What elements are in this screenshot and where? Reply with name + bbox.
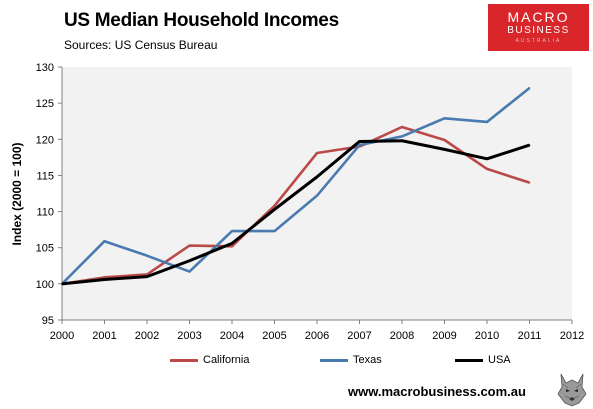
data-point-usa — [358, 140, 361, 143]
data-point-texas — [188, 270, 191, 273]
x-tick-label: 2007 — [347, 330, 371, 342]
data-point-california — [188, 244, 191, 247]
data-point-usa — [103, 278, 106, 281]
data-point-usa — [528, 144, 531, 146]
x-tick-label: 2000 — [50, 330, 74, 342]
logo-text-macro: MACRO — [507, 9, 570, 25]
y-tick-label: 105 — [36, 243, 54, 255]
y-axis-label: Index (2000 = 100) — [10, 142, 24, 245]
footer-url: www.macrobusiness.com.au — [348, 384, 526, 399]
data-point-california — [273, 204, 276, 207]
logo-text-business: BUSINESS — [507, 25, 570, 36]
data-point-texas — [358, 144, 361, 146]
data-point-usa — [401, 139, 403, 142]
y-tick-label: 130 — [36, 62, 54, 74]
plot-area — [62, 67, 572, 320]
x-tick-label: 2012 — [560, 330, 584, 342]
data-point-usa — [61, 283, 63, 285]
x-tick-label: 2002 — [135, 330, 159, 342]
data-point-texas — [443, 117, 446, 120]
series-line-usa — [61, 139, 530, 286]
chart-title: US Median Household Incomes — [64, 10, 339, 31]
chart-subtitle: Sources: US Census Bureau — [64, 38, 218, 52]
y-tick-label: 95 — [42, 315, 54, 327]
macrobusiness-logo: MACRO BUSINESS AUSTRALIA — [488, 4, 589, 51]
data-point-usa — [486, 158, 488, 160]
x-tick-label: 2011 — [518, 330, 542, 342]
data-point-california — [316, 152, 318, 154]
series-line-california — [61, 125, 530, 286]
data-point-usa — [146, 275, 148, 278]
x-tick-label: 2010 — [475, 330, 499, 342]
legend-label: Texas — [353, 354, 382, 366]
y-tick-label: 120 — [36, 134, 54, 146]
y-tick-label: 125 — [36, 98, 54, 110]
data-point-texas — [316, 194, 318, 197]
data-point-usa — [231, 242, 233, 245]
data-point-texas — [103, 240, 106, 243]
data-point-usa — [188, 259, 191, 262]
x-tick-label: 2009 — [432, 330, 456, 342]
y-tick-label: 110 — [36, 207, 54, 219]
legend-label: USA — [488, 354, 511, 366]
legend-item-california: California — [170, 354, 249, 366]
logo-text-australia: AUSTRALIA — [515, 38, 562, 44]
data-point-texas — [231, 230, 233, 232]
data-point-usa — [443, 148, 446, 151]
data-point-california — [528, 181, 531, 184]
data-point-california — [486, 168, 488, 170]
data-point-texas — [146, 254, 148, 257]
legend-swatch — [455, 358, 483, 362]
legend-item-usa: USA — [455, 354, 511, 366]
series-line-texas — [61, 86, 531, 285]
chart-legend: California Texas USA — [170, 354, 530, 370]
data-point-texas — [528, 87, 531, 89]
wolf-icon — [555, 370, 589, 408]
data-point-texas — [486, 121, 488, 123]
data-point-texas — [401, 135, 403, 138]
legend-swatch — [170, 358, 198, 362]
y-tick-label: 100 — [36, 279, 54, 291]
data-point-california — [443, 139, 446, 141]
x-tick-label: 2003 — [177, 330, 201, 342]
legend-item-texas: Texas — [320, 354, 382, 366]
data-point-usa — [273, 208, 276, 211]
data-point-california — [231, 245, 233, 248]
x-tick-label: 2008 — [390, 330, 414, 342]
data-point-usa — [316, 176, 318, 178]
chart-axes: 95 100 105 110 115 120 125 130 2000 2001 2002 2003 2… — [36, 62, 585, 342]
x-tick-label: 2001 — [92, 330, 116, 342]
legend-label: California — [203, 354, 250, 366]
data-point-texas — [273, 230, 276, 232]
x-tick-label: 2004 — [220, 330, 244, 342]
x-tick-label: 2006 — [305, 330, 329, 342]
data-point-california — [146, 273, 148, 276]
x-tick-label: 2005 — [262, 330, 286, 342]
series-layer — [61, 86, 531, 286]
y-tick-label: 115 — [36, 170, 54, 182]
data-point-california — [401, 126, 403, 128]
data-point-california — [103, 276, 106, 279]
legend-swatch — [320, 358, 348, 362]
